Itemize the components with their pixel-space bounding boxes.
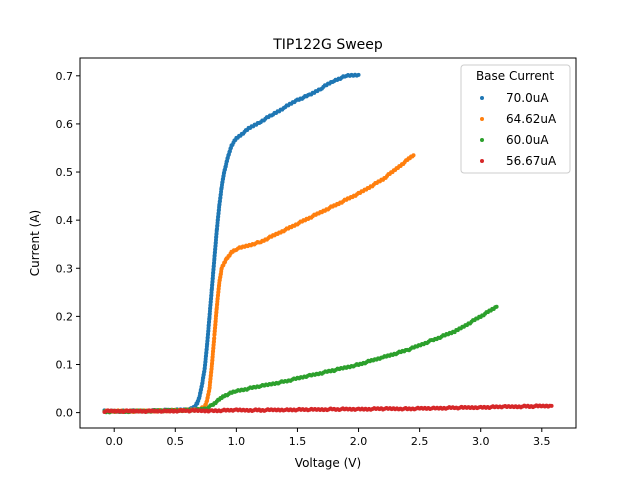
data-point [494,304,499,309]
x-tick-label: 1.0 [228,435,246,448]
chart-title: TIP122G Sweep [272,37,383,53]
legend-label: 70.0uA [506,91,549,105]
y-tick-label: 0.1 [56,358,74,371]
y-tick-label: 0.0 [56,407,74,420]
x-tick-label: 3.5 [533,435,551,448]
y-axis: 0.0 0.1 0.2 0.3 0.4 0.5 0.6 0.7 [56,70,80,420]
data-point [411,153,416,158]
y-tick-label: 0.2 [56,310,74,323]
y-tick-label: 0.3 [56,262,74,275]
legend-marker [480,138,484,142]
legend-marker [480,117,484,121]
y-tick-label: 0.4 [56,214,74,227]
legend-marker [480,96,484,100]
y-tick-label: 0.6 [56,118,74,131]
legend-entries: 70.0uA 64.62uA 60.0uA 56.67uA [480,91,557,168]
legend-box [460,64,571,174]
y-axis-label: Current (A) [28,210,42,276]
data-point [212,336,217,341]
plot-area: 0.0 0.5 1.0 1.5 2.0 2.5 3.0 3.5 0.0 0.1 0.2 0.3 0.4… [56,57,577,448]
data-point [549,403,554,408]
legend-label: 60.0uA [506,133,549,147]
y-tick-label: 0.7 [56,70,74,83]
x-axis-label: Voltage (V) [295,456,361,470]
data-point [356,72,361,77]
legend-label: 56.67uA [506,154,557,168]
x-tick-label: 3.0 [472,435,490,448]
x-tick-label: 2.0 [350,435,368,448]
legend-title: Base Current [476,69,554,83]
x-tick-label: 2.5 [411,435,429,448]
legend: Base Current 70.0uA 64.62uA 60.0uA 56.67uA [460,64,571,174]
x-axis: 0.0 0.5 1.0 1.5 2.0 2.5 3.0 3.5 [105,428,551,448]
x-tick-label: 1.5 [289,435,307,448]
series-56.67uA [102,403,554,414]
legend-marker [480,159,484,163]
data-points [102,72,554,415]
y-tick-label: 0.5 [56,166,74,179]
x-tick-label: 0.5 [167,435,185,448]
axes-frame [79,57,577,429]
x-tick-label: 0.0 [105,435,123,448]
legend-label: 64.62uA [506,112,557,126]
